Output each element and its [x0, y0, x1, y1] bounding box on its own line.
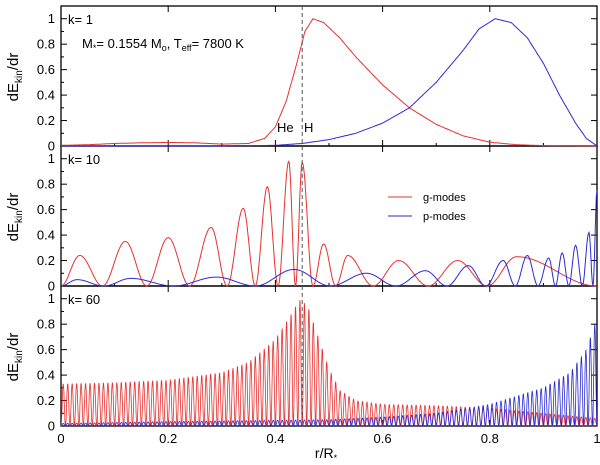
ytick-label-0-0: 0 [48, 139, 55, 154]
panel-middle-frame [60, 145, 598, 287]
h-label: H [304, 120, 313, 135]
xtick-label-4: 0.8 [481, 431, 499, 446]
he-label: He [277, 120, 294, 135]
legend-p-modes-label: p-modes [423, 211, 466, 223]
panel-middle-label: k= 10 [68, 152, 100, 167]
ytick-label-1-5: 1 [48, 151, 55, 166]
ytick-label-1-3: 0.6 [37, 202, 55, 217]
legend-g-modes-label: g-modes [423, 192, 466, 204]
xtick-label-0: 0 [57, 431, 64, 446]
series-bottom-p-modes [60, 324, 598, 428]
series-middle-g-modes [60, 159, 597, 287]
series-middle-p-modes [61, 190, 598, 287]
xtick-label-2: 0.4 [266, 431, 284, 446]
xtick-label-5: 1 [593, 431, 600, 446]
ytick-label-0-5: 1 [48, 11, 55, 26]
series-bottom-g-modes [60, 300, 598, 428]
ytick-label-0-4: 0.8 [37, 37, 55, 52]
ytick-label-0-3: 0.6 [37, 62, 55, 77]
ylabel-top: dEkin/dr [5, 53, 25, 102]
series-top-p-modes [61, 18, 598, 147]
ytick-label-2-4: 0.8 [37, 317, 55, 332]
ytick-label-2-3: 0.6 [37, 342, 55, 357]
panel-top-label: k= 1 [68, 12, 93, 27]
series-top-g-modes [60, 18, 597, 147]
ytick-label-2-1: 0.2 [37, 393, 55, 408]
ytick-label-2-5: 1 [48, 291, 55, 306]
xlabel: r/R* [315, 445, 338, 463]
ytick-label-1-4: 0.8 [37, 177, 55, 192]
xtick-label-1: 0.2 [159, 431, 177, 446]
panel-bottom-label: k= 60 [68, 292, 100, 307]
panel-bottom-frame [60, 285, 598, 427]
ylabel-bottom: dEkin/dr [5, 333, 25, 382]
stellar-params: M*= 0.1554 Mo, Teff= 7800 K [82, 36, 244, 53]
ytick-label-0-2: 0.4 [37, 88, 55, 103]
ytick-label-1-2: 0.4 [37, 228, 55, 243]
ytick-label-1-1: 0.2 [37, 253, 55, 268]
ytick-label-0-1: 0.2 [37, 113, 55, 128]
xtick-label-3: 0.6 [374, 431, 392, 446]
ylabel-middle: dEkin/dr [5, 193, 25, 242]
ticks-layer: 00.20.40.60.8100.20.40.60.8100.20.40.60.… [37, 6, 600, 446]
ytick-label-1-0: 0 [48, 279, 55, 294]
ytick-label-2-2: 0.4 [37, 368, 55, 383]
ytick-label-2-0: 0 [48, 419, 55, 434]
curves-layer [60, 18, 598, 428]
